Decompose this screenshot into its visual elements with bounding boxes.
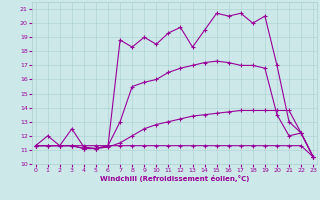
X-axis label: Windchill (Refroidissement éolien,°C): Windchill (Refroidissement éolien,°C) <box>100 175 249 182</box>
